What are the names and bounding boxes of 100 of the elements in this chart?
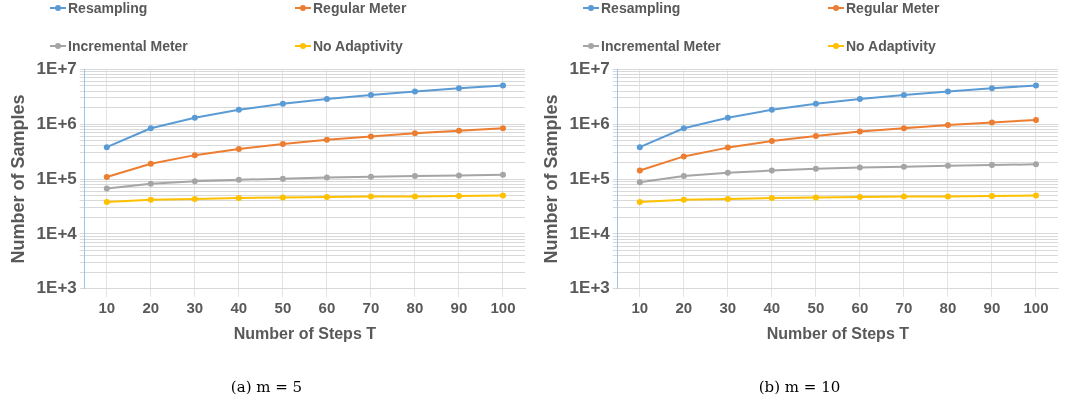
point — [768, 138, 775, 145]
text: (a) m = 5 — [229, 378, 304, 396]
point — [323, 95, 330, 102]
x-tick-label: 80 — [406, 298, 424, 316]
y-tick-label: 1E+4 — [36, 223, 78, 243]
point — [235, 195, 242, 202]
x-tick-label: 20 — [675, 298, 693, 316]
point — [724, 169, 731, 176]
point — [235, 145, 242, 152]
point — [103, 185, 110, 192]
x-tick-label: 70 — [895, 298, 913, 316]
legend-label: Incremental Meter — [601, 38, 721, 54]
x-tick-label: 50 — [807, 298, 825, 316]
point — [411, 193, 418, 200]
point — [279, 141, 286, 147]
point — [235, 176, 242, 183]
x-tick-label: 10 — [98, 298, 116, 316]
legend-label: No Adaptivity — [846, 38, 936, 54]
point — [499, 82, 506, 89]
point — [856, 194, 863, 200]
point — [323, 136, 330, 143]
point — [147, 196, 154, 203]
legend-label: Regular Meter — [313, 0, 407, 16]
point — [988, 193, 995, 200]
y-tick-label: 1E+6 — [36, 113, 77, 133]
point — [1032, 82, 1039, 89]
point — [279, 175, 286, 182]
point — [323, 174, 330, 181]
x-axis-title: Number of Steps T — [766, 324, 910, 342]
x-tick-label: 60 — [318, 298, 336, 316]
x-tick-label: 90 — [983, 298, 1001, 316]
point — [812, 100, 819, 107]
point — [680, 196, 687, 203]
point — [191, 196, 198, 203]
point — [367, 173, 374, 180]
point — [944, 122, 951, 129]
x-tick-label: 80 — [939, 298, 957, 316]
point — [680, 173, 687, 180]
point — [944, 88, 951, 95]
x-tick-label: 10 — [631, 298, 649, 316]
point — [499, 125, 506, 132]
point — [812, 194, 819, 201]
y-tick-label: 1E+5 — [569, 168, 610, 188]
point — [367, 91, 374, 98]
y-axis-title: Number of Samples — [7, 94, 28, 264]
point — [680, 153, 687, 160]
x-tick-label: 100 — [1023, 298, 1049, 316]
point — [636, 179, 643, 186]
legend-label: Resampling — [68, 0, 148, 16]
y-tick-label: 1E+5 — [36, 168, 77, 188]
point — [103, 144, 110, 151]
point — [724, 196, 731, 203]
legend-label: Regular Meter — [846, 0, 940, 16]
y-tick-label: 1E+4 — [569, 223, 611, 243]
point — [856, 164, 863, 171]
x-tick-label: 30 — [186, 298, 204, 316]
point — [636, 199, 643, 206]
point — [455, 127, 462, 134]
text: (b) m = 10 — [757, 378, 842, 396]
point — [856, 95, 863, 102]
x-tick-label: 50 — [274, 298, 292, 316]
x-tick-label: 100 — [490, 298, 516, 316]
point — [900, 163, 907, 170]
point — [499, 171, 506, 178]
point — [636, 144, 643, 151]
point — [900, 125, 907, 132]
y-tick-label: 1E+3 — [569, 278, 610, 298]
point — [411, 173, 418, 180]
point — [1032, 161, 1039, 168]
x-axis-title: Number of Steps T — [233, 324, 377, 342]
y-axis-title: Number of Samples — [540, 94, 561, 264]
point — [856, 128, 863, 135]
point — [636, 167, 643, 174]
point — [103, 173, 110, 180]
point — [988, 119, 995, 126]
point — [103, 199, 110, 206]
point — [323, 194, 330, 200]
point — [279, 194, 286, 201]
point — [900, 91, 907, 98]
point — [367, 193, 374, 200]
legend-label: No Adaptivity — [313, 38, 403, 54]
point — [812, 165, 819, 172]
legend-label: Incremental Meter — [68, 38, 188, 54]
point — [191, 152, 198, 159]
y-tick-label: 1E+6 — [569, 113, 610, 133]
point — [944, 193, 951, 200]
point — [455, 193, 462, 200]
point — [235, 106, 242, 113]
x-tick-label: 40 — [230, 298, 248, 316]
point — [768, 106, 775, 113]
point — [191, 114, 198, 121]
y-tick-label: 1E+7 — [36, 58, 77, 78]
point — [411, 88, 418, 95]
point — [147, 125, 154, 132]
point — [191, 178, 198, 185]
point — [411, 130, 418, 137]
x-tick-label: 30 — [719, 298, 737, 316]
point — [812, 132, 819, 139]
legend-label: Resampling — [601, 0, 681, 16]
point — [499, 192, 506, 199]
